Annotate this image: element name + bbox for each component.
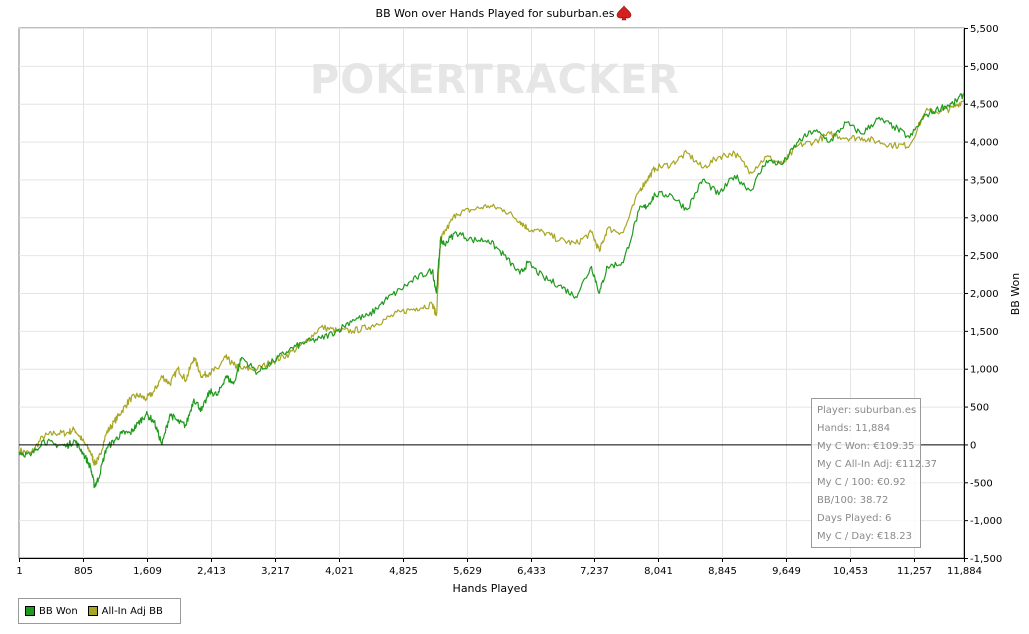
x-tick-label: 2,413	[197, 566, 226, 577]
watermark: POKERTRACKER	[310, 57, 680, 103]
y-tick-label: 2,000	[970, 289, 999, 300]
stats-hands: Hands: 11,884	[817, 423, 891, 434]
stats-per-100: My C / 100: €0.92	[817, 477, 906, 488]
stats-won: My C Won: €109.35	[817, 441, 915, 452]
y-tick-label: 0	[970, 440, 976, 451]
y-tick-label: 4,000	[970, 138, 999, 149]
legend-label-bb-won: BB Won	[39, 605, 78, 617]
y-tick-label: 500	[970, 403, 989, 414]
y-tick-label: -1,000	[970, 516, 1002, 527]
y-tick-label: 1,000	[970, 365, 999, 376]
x-tick-label: 7,237	[580, 566, 609, 577]
x-tick-label: 11,257	[897, 566, 932, 577]
y-tick-label: 5,500	[970, 24, 999, 35]
legend-label-allin-adj: All-In Adj BB	[101, 605, 163, 617]
x-tick-label: 10,453	[833, 566, 868, 577]
legend: BB Won All-In Adj BB	[18, 598, 181, 624]
y-tick-label: 3,000	[970, 213, 999, 224]
y-axis-label: BB Won	[1009, 273, 1022, 316]
series-line-allin-adj	[18, 99, 965, 466]
legend-swatch-allin-adj	[87, 606, 98, 616]
stats-allin-adj: My C All-In Adj: €112.37	[817, 459, 938, 470]
x-tick-label: 8,041	[644, 566, 673, 577]
y-tick-label: 4,500	[970, 100, 999, 111]
y-tick-label: -500	[970, 478, 993, 489]
y-tick-label: 2,500	[970, 251, 999, 262]
stats-box: Player: suburban.es Hands: 11,884 My C W…	[811, 398, 938, 548]
series-line-bb-won	[18, 93, 965, 489]
x-tick-label: 805	[74, 566, 93, 577]
legend-item-allin-adj: All-In Adj BB	[87, 605, 163, 617]
x-axis-label: Hands Played	[453, 582, 528, 595]
x-tick-label: 4,825	[389, 566, 418, 577]
y-tick-label: -1,500	[970, 554, 1002, 565]
chart-title: BB Won over Hands Played for suburban.es	[376, 7, 615, 20]
y-tick-label: 3,500	[970, 175, 999, 186]
legend-swatch-bb-won	[25, 606, 35, 616]
x-tick-label: 4,021	[325, 566, 354, 577]
x-tick-label: 11,884	[947, 566, 982, 577]
x-tick-label: 3,217	[261, 566, 290, 577]
x-tick-label: 1,609	[133, 566, 162, 577]
stats-bb-per-100: BB/100: 38.72	[817, 495, 889, 506]
stats-days-played: Days Played: 6	[817, 513, 892, 524]
x-tick-label: 5,629	[453, 566, 482, 577]
legend-item-bb-won: BB Won	[25, 606, 78, 617]
x-tick-label: 1	[16, 566, 22, 577]
x-tick-label: 6,433	[517, 566, 546, 577]
y-tick-label: 5,000	[970, 62, 999, 73]
x-tick-label: 8,845	[708, 566, 737, 577]
stats-player: Player: suburban.es	[817, 405, 917, 416]
spade-icon	[616, 5, 632, 21]
y-tick-label: 1,500	[970, 327, 999, 338]
stats-per-day: My C / Day: €18.23	[817, 531, 912, 542]
x-tick-label: 9,649	[772, 566, 801, 577]
